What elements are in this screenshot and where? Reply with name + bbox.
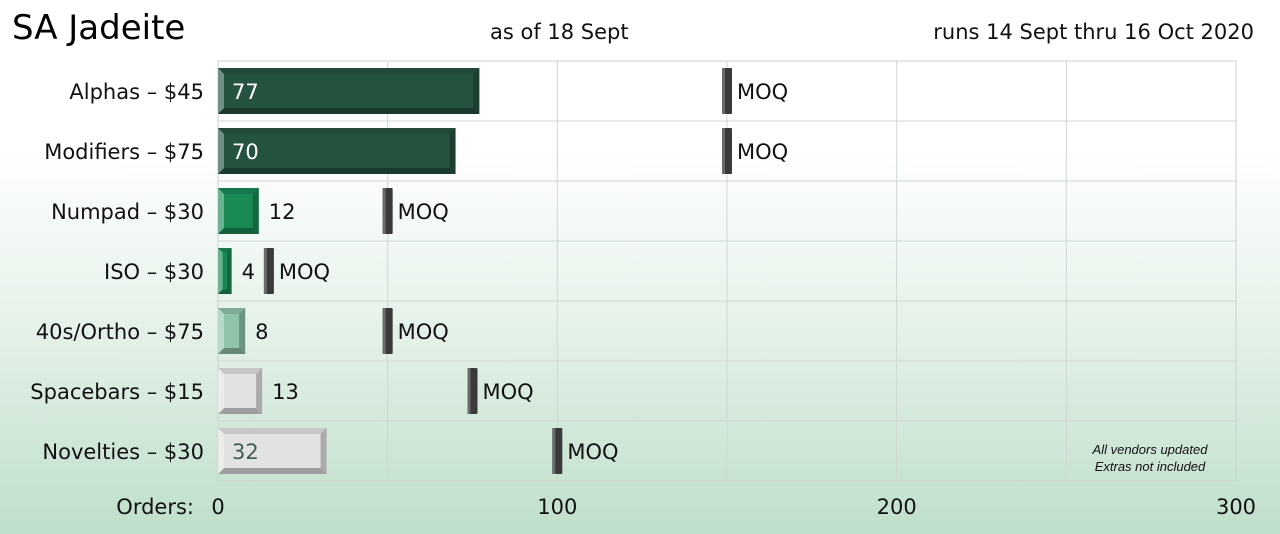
annotation-note: Extras not included (1095, 459, 1206, 474)
bar-value-label: 13 (272, 380, 299, 404)
moq-label: MOQ (737, 80, 788, 104)
bar (218, 428, 327, 474)
bar-bevel-bottom (218, 468, 327, 474)
bar-bevel-bottom (218, 168, 456, 174)
category-label: 40s/Ortho – $75 (36, 320, 204, 344)
category-label: Numpad – $30 (51, 200, 204, 224)
bar-bevel-left (218, 368, 224, 414)
category-label: ISO – $30 (104, 260, 204, 284)
moq-label: MOQ (279, 260, 330, 284)
bar-bevel-right (239, 308, 246, 354)
bar-bevel-top (218, 68, 480, 74)
bar-value-label: 8 (255, 320, 268, 344)
bar-bevel-bottom (218, 228, 259, 234)
bar-bevel-bottom (218, 408, 263, 414)
bar-value-label: 32 (232, 440, 259, 464)
x-axis-label: Orders: (116, 495, 194, 519)
moq-label: MOQ (737, 140, 788, 164)
bar-bevel-left (218, 128, 224, 174)
moq-marker-highlight (263, 248, 267, 294)
bar-bevel-right (449, 128, 456, 174)
x-tick-label: 100 (537, 495, 577, 519)
bar-bevel-right (227, 248, 232, 294)
moq-label: MOQ (567, 440, 618, 464)
bar-bevel-top (218, 368, 263, 374)
x-tick-label: 0 (211, 495, 224, 519)
bar-bevel-left (218, 428, 224, 474)
bar-bevel-top (218, 188, 259, 194)
moq-label: MOQ (483, 380, 534, 404)
run-dates: runs 14 Sept thru 16 Oct 2020 (933, 20, 1254, 44)
bar-value-label: 4 (242, 260, 255, 284)
bar-bevel-right (256, 368, 263, 414)
bar-bevel-right (473, 68, 480, 114)
category-label: Modifiers – $75 (44, 140, 204, 164)
as-of-date: as of 18 Sept (490, 20, 629, 44)
bar-bevel-left (218, 188, 224, 234)
category-label: Spacebars – $15 (30, 380, 204, 404)
moq-label: MOQ (398, 320, 449, 344)
chart-title: SA Jadeite (12, 8, 186, 48)
moq-marker-highlight (467, 368, 471, 414)
x-tick-label: 300 (1216, 495, 1256, 519)
category-label: Novelties – $30 (42, 440, 204, 464)
moq-marker-highlight (552, 428, 556, 474)
bar-bevel-left (218, 248, 223, 294)
category-label: Alphas – $45 (69, 80, 204, 104)
bar-bevel-bottom (218, 348, 246, 354)
bar-bevel-bottom (218, 108, 480, 114)
bar (218, 128, 456, 174)
bar-bevel-left (218, 68, 224, 114)
x-tick-label: 200 (877, 495, 917, 519)
moq-marker-highlight (382, 188, 386, 234)
bar-value-label: 77 (232, 80, 259, 104)
moq-marker-highlight (722, 68, 725, 114)
bar (218, 368, 263, 414)
bar (218, 188, 259, 234)
bar-bevel-top (218, 428, 327, 434)
bar-bevel-right (320, 428, 327, 474)
bar-bevel-top (218, 128, 456, 134)
moq-marker-highlight (382, 308, 386, 354)
annotation-note: All vendors updated (1092, 442, 1209, 457)
bar (218, 68, 480, 114)
moq-marker-highlight (722, 128, 725, 174)
bar-value-label: 12 (269, 200, 296, 224)
bar-bevel-left (218, 308, 224, 354)
moq-label: MOQ (398, 200, 449, 224)
bar-bevel-top (218, 308, 246, 314)
bar-bevel-right (252, 188, 259, 234)
bar-value-label: 70 (232, 140, 259, 164)
